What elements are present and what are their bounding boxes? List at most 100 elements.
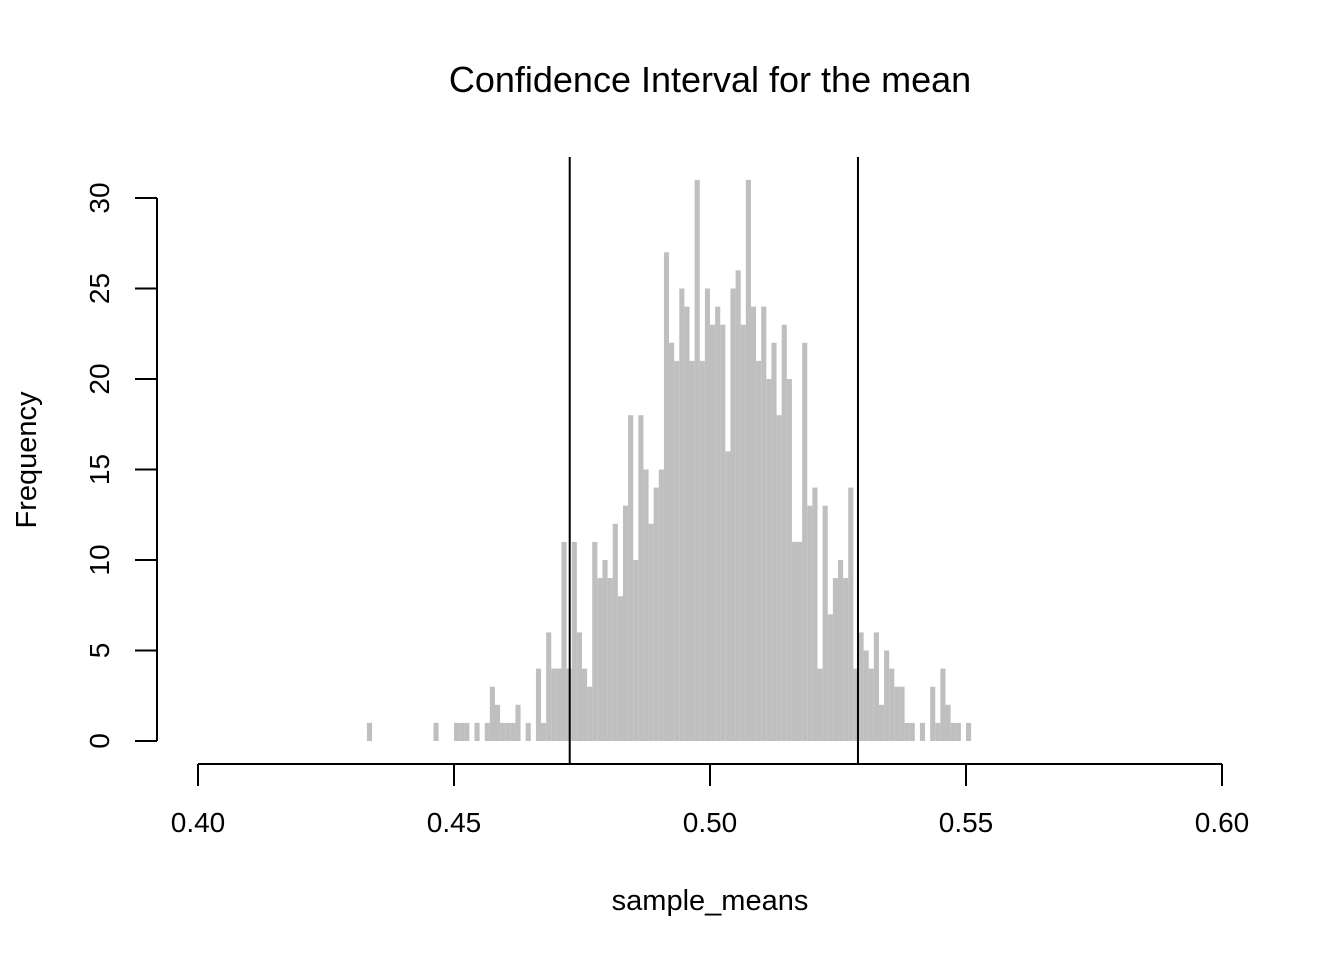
histogram-bar (607, 578, 613, 741)
histogram-bar (843, 578, 849, 741)
histogram-bar (735, 270, 741, 741)
histogram-bar (899, 686, 905, 741)
histogram-bar (807, 505, 813, 741)
histogram-bar (571, 541, 577, 741)
histogram-bar (904, 722, 910, 741)
histogram-bar (838, 560, 844, 741)
histogram-bar (889, 668, 895, 741)
histogram-bar (494, 704, 501, 741)
y-tick-label: 30 (84, 182, 115, 213)
histogram-bar (602, 560, 608, 741)
histogram-bar (587, 686, 593, 741)
y-tick-label: 5 (84, 643, 115, 659)
histogram-bar (459, 722, 465, 741)
histogram-bar (858, 632, 864, 741)
histogram-bar (556, 668, 562, 741)
histogram-bar (489, 686, 495, 741)
histogram-bar (648, 523, 654, 741)
histogram-bar (873, 632, 879, 741)
histogram-bar (945, 704, 951, 741)
histogram-bar (515, 704, 521, 741)
histogram-bar (597, 578, 603, 741)
histogram-bar (366, 722, 373, 741)
histogram-bar (822, 505, 828, 741)
histogram-bar (679, 288, 685, 741)
histogram-bar (730, 288, 736, 741)
x-tick-label: 0.55 (939, 807, 994, 838)
y-axis-label: Frequency (11, 391, 43, 529)
histogram-bar (582, 668, 588, 741)
y-tick-label: 20 (84, 363, 115, 394)
histogram-bar (878, 704, 885, 741)
histogram-bar (740, 324, 746, 741)
histogram-bar (909, 722, 915, 741)
histogram-bar (561, 541, 567, 741)
confidence-interval-lines (568, 157, 859, 764)
histogram-bar (704, 288, 710, 741)
histogram-bar (576, 632, 582, 741)
histogram-bar (781, 324, 787, 741)
histogram-bar (699, 360, 705, 741)
histogram-bar (966, 722, 972, 741)
histogram-bar (848, 487, 854, 741)
histogram-bar (766, 379, 772, 741)
histogram-bar (633, 560, 639, 741)
histogram-bar (827, 614, 833, 741)
histogram-bar (669, 342, 675, 741)
histogram-bar (950, 722, 956, 741)
histogram-bar (720, 324, 726, 741)
histogram-bar (643, 469, 649, 741)
histogram-bar (776, 415, 782, 741)
histogram-bar (868, 668, 874, 741)
histogram-bar (791, 541, 798, 741)
x-tick-label: 0.40 (171, 807, 226, 838)
histogram-bar (622, 505, 629, 741)
histogram-bar (464, 722, 470, 741)
histogram-bar (684, 306, 690, 741)
histogram-bar (756, 360, 762, 741)
histogram-bar (955, 722, 961, 741)
histogram-bar (674, 360, 680, 741)
histogram-bar (817, 668, 823, 741)
histogram-bar (715, 306, 721, 741)
histogram-bar (745, 179, 751, 741)
histogram-bar (930, 686, 936, 741)
histogram-bar (894, 686, 900, 741)
x-axis-label: sample_means (612, 885, 809, 917)
bar-group (366, 179, 972, 742)
histogram-bar (505, 722, 511, 741)
histogram-bar (658, 469, 664, 741)
histogram-bar (919, 722, 926, 741)
y-tick-label: 15 (84, 454, 115, 485)
histogram-bar (525, 722, 531, 741)
histogram-bar (612, 523, 618, 741)
histogram-bar (628, 415, 634, 741)
histogram-bar (454, 722, 460, 741)
histogram-bar (812, 487, 818, 741)
histogram-bar (484, 722, 490, 741)
histogram-bar (592, 541, 598, 741)
histogram-bar (853, 668, 859, 741)
histogram-bar (771, 342, 777, 741)
histogram-bar (863, 650, 869, 741)
y-tick-label: 0 (84, 733, 115, 749)
histogram-bar (832, 578, 838, 741)
y-axis: 0 5 10 15 20 25 30 (84, 182, 158, 749)
x-tick-label: 0.50 (683, 807, 738, 838)
histogram-bar (433, 722, 439, 741)
histogram-bar (725, 451, 731, 741)
histogram-bar (474, 722, 480, 741)
histogram-bar (689, 360, 695, 741)
histogram-bar (761, 306, 767, 741)
histogram-bar (510, 722, 516, 741)
y-tick-label: 25 (84, 273, 115, 304)
x-tick-label: 0.45 (427, 807, 482, 838)
histogram-bar (663, 252, 670, 742)
histogram-bar (935, 722, 941, 741)
histogram-bar (750, 306, 757, 741)
histogram-bar (786, 379, 792, 741)
histogram-bar (535, 668, 542, 741)
y-tick-label: 10 (84, 544, 115, 575)
x-axis: 0.40 0.45 0.50 0.55 0.60 (171, 763, 1249, 838)
